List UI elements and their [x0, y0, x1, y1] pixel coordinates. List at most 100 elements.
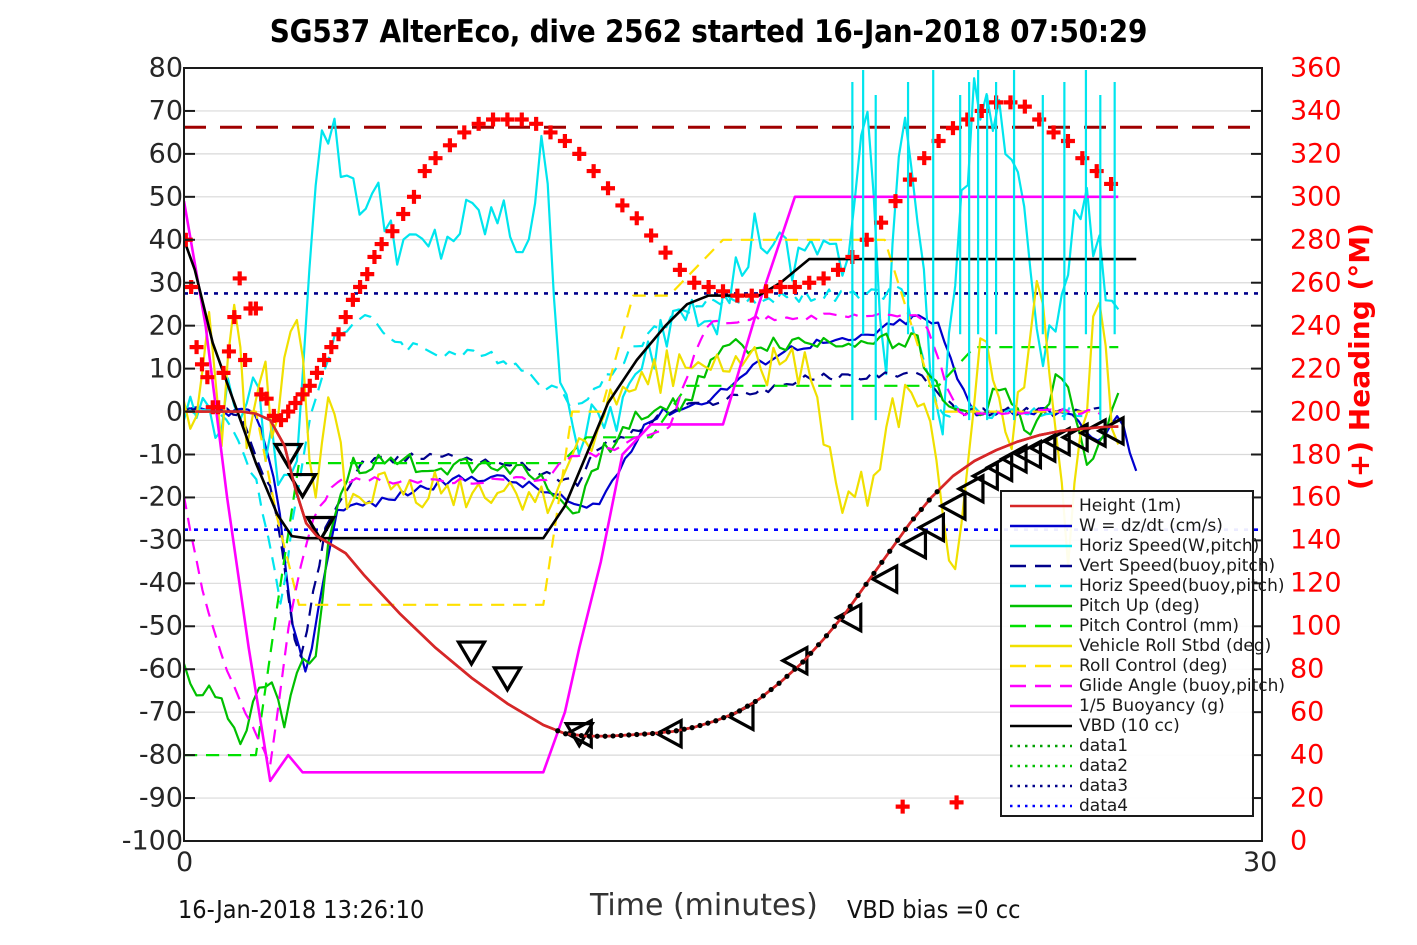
legend-item-12[interactable]: data1 — [1002, 736, 1252, 756]
y-tick-80: 80 — [148, 52, 183, 84]
legend-swatch-4 — [1010, 578, 1072, 594]
y2-tick-160: 160 — [1290, 481, 1342, 513]
y2-tick-140: 140 — [1290, 524, 1342, 556]
y-tick-neg60: -60 — [138, 653, 183, 685]
series-line-4 — [184, 284, 1083, 605]
legend-label-14: data3 — [1079, 776, 1129, 796]
series-line-7 — [184, 279, 1120, 571]
y-tick-10: 10 — [148, 353, 183, 385]
series-line-10 — [184, 195, 1119, 783]
legend-swatch-2 — [1010, 538, 1072, 554]
y-tick-neg90: -90 — [138, 782, 183, 814]
legend-label-10: 1/5 Buoyancy (g) — [1079, 696, 1225, 716]
legend-item-4[interactable]: Horiz Speed(buoy,pitch) — [1002, 576, 1285, 596]
height-sample-dots — [555, 489, 940, 739]
page-title: SG537 AlterEco, dive 2562 started 16-Jan… — [269, 14, 1148, 50]
series-line-8 — [184, 238, 1101, 606]
legend-item-10[interactable]: 1/5 Buoyancy (g) — [1002, 696, 1252, 716]
y-tick-30: 30 — [148, 267, 183, 299]
legend-item-3[interactable]: Vert Speed(buoy,pitch) — [1002, 556, 1275, 576]
legend-item-7[interactable]: Vehicle Roll Stbd (deg) — [1002, 636, 1271, 656]
vbd-bias-label: VBD bias =0 cc — [847, 895, 1021, 924]
legend-label-15: data4 — [1079, 796, 1129, 816]
legend-label-5: Pitch Up (deg) — [1079, 596, 1200, 616]
legend-swatch-12 — [1010, 738, 1072, 754]
legend-swatch-15 — [1010, 798, 1072, 814]
legend-label-3: Vert Speed(buoy,pitch) — [1079, 556, 1276, 576]
legend-swatch-0 — [1010, 498, 1072, 514]
y2-axis-title: (+) Heading (°M) — [1343, 223, 1376, 490]
x-axis-title: Time (minutes) — [590, 888, 818, 923]
legend-item-11[interactable]: VBD (10 cc) — [1002, 716, 1252, 736]
y2-tick-20: 20 — [1290, 782, 1325, 814]
y2-tick-100: 100 — [1290, 610, 1342, 642]
y2-tick-220: 220 — [1290, 353, 1342, 385]
series-line-2 — [184, 77, 1120, 487]
legend-item-8[interactable]: Roll Control (deg) — [1002, 656, 1252, 676]
legend-item-1[interactable]: W = dz/dt (cm/s) — [1002, 516, 1252, 536]
y2-tick-0: 0 — [1290, 825, 1308, 857]
legend-swatch-3 — [1010, 558, 1072, 574]
legend-swatch-13 — [1010, 758, 1072, 774]
start-timestamp: 16-Jan-2018 13:26:10 — [178, 895, 425, 924]
legend-swatch-11 — [1010, 718, 1072, 734]
legend-swatch-10 — [1010, 698, 1072, 714]
y-tick-50: 50 — [148, 181, 183, 213]
legend-item-6[interactable]: Pitch Control (mm) — [1002, 616, 1252, 636]
y2-tick-40: 40 — [1290, 739, 1325, 771]
legend-swatch-7 — [1010, 638, 1072, 654]
legend-label-12: data1 — [1079, 736, 1129, 756]
series-line-1 — [184, 314, 1138, 673]
y2-tick-200: 200 — [1290, 396, 1342, 428]
x-tick-0: 0 — [176, 847, 194, 878]
y-tick-40: 40 — [148, 224, 183, 256]
legend-item-5[interactable]: Pitch Up (deg) — [1002, 596, 1252, 616]
legend-label-0: Height (1m) — [1079, 496, 1182, 516]
legend-item-0[interactable]: Height (1m) — [1002, 496, 1252, 516]
y2-tick-300: 300 — [1290, 181, 1342, 213]
legend-label-7: Vehicle Roll Stbd (deg) — [1079, 636, 1272, 656]
plot-frame — [183, 67, 1263, 842]
y-tick-neg10: -10 — [138, 439, 183, 470]
x-tick-30: 30 — [1243, 847, 1278, 878]
y-tick-60: 60 — [148, 138, 183, 170]
legend-swatch-5 — [1010, 598, 1072, 614]
legend-label-13: data2 — [1079, 756, 1129, 776]
data-layer — [184, 70, 1262, 814]
y-tick-20: 20 — [148, 310, 183, 342]
series-line-6 — [184, 346, 1119, 757]
y2-tick-240: 240 — [1290, 310, 1342, 342]
y-tick-neg70: -70 — [138, 696, 183, 728]
y2-tick-180: 180 — [1290, 439, 1342, 470]
y2-tick-360: 360 — [1290, 52, 1342, 84]
series-markers-13 — [272, 442, 596, 749]
series-markers-12 — [184, 95, 1119, 814]
legend-swatch-8 — [1010, 658, 1072, 674]
series-line-5 — [184, 332, 1120, 746]
legend-label-9: Glide Angle (buoy,pitch) — [1079, 676, 1286, 696]
legend-item-9[interactable]: Glide Angle (buoy,pitch) — [1002, 676, 1285, 696]
y-tick-neg40: -40 — [138, 567, 183, 599]
legend-swatch-1 — [1010, 518, 1072, 534]
y-tick-neg80: -80 — [138, 739, 183, 771]
legend-item-2[interactable]: Horiz Speed(W,pitch) — [1002, 536, 1259, 556]
legend-label-1: W = dz/dt (cm/s) — [1079, 516, 1223, 536]
legend-box[interactable]: Height (1m) W = dz/dt (cm/s) Horiz Speed(W… — [1000, 490, 1285, 817]
legend-label-6: Pitch Control (mm) — [1079, 616, 1240, 636]
legend-item-15[interactable]: data4 — [1002, 796, 1252, 816]
y-tick-neg30: -30 — [138, 524, 183, 556]
y2-tick-260: 260 — [1290, 267, 1342, 299]
y2-tick-320: 320 — [1290, 138, 1342, 170]
legend-label-11: VBD (10 cc) — [1079, 716, 1180, 736]
series-line-9 — [184, 312, 1101, 767]
legend-swatch-9 — [1010, 678, 1072, 694]
legend-label-4: Horiz Speed(buoy,pitch) — [1079, 576, 1285, 596]
cyan-spikes — [851, 70, 1116, 421]
legend-item-13[interactable]: data2 — [1002, 756, 1252, 776]
y-tick-0: 0 — [165, 396, 183, 428]
y-tick-neg20: -20 — [138, 481, 183, 513]
y-tick-neg50: -50 — [138, 610, 183, 642]
y2-tick-60: 60 — [1290, 696, 1325, 728]
legend-item-14[interactable]: data3 — [1002, 776, 1252, 796]
